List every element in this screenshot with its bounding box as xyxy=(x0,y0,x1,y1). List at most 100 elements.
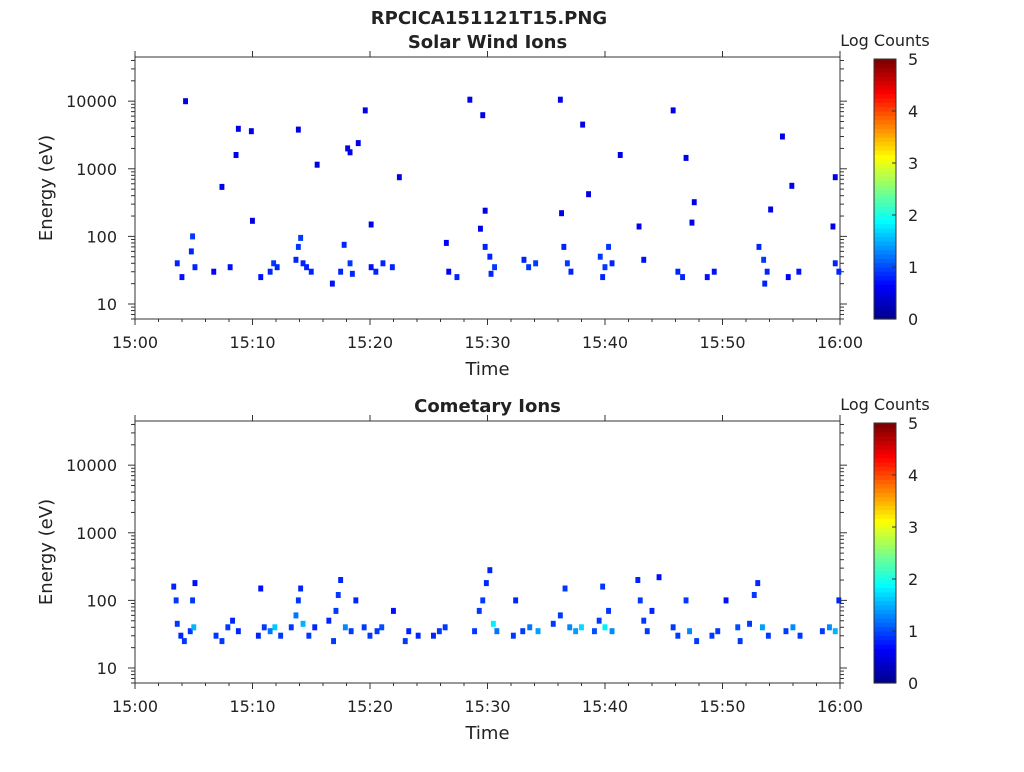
colorbar-segment xyxy=(874,570,896,576)
colorbar-segment xyxy=(874,228,896,233)
colorbar-segment xyxy=(874,661,896,667)
colorbar-segment xyxy=(874,592,896,597)
data-cell xyxy=(261,624,267,631)
data-cell xyxy=(836,597,842,604)
data-cell xyxy=(675,632,681,639)
data-cell xyxy=(288,624,294,631)
data-cell xyxy=(483,580,489,587)
data-cell xyxy=(480,597,486,604)
colorbar-segment xyxy=(874,76,896,82)
data-cell xyxy=(761,256,767,263)
x-tick-label: 15:00 xyxy=(112,697,158,716)
data-cell xyxy=(379,624,385,631)
data-cell xyxy=(188,248,194,255)
colorbar-segment xyxy=(874,106,896,112)
colorbar-segment xyxy=(874,561,896,567)
data-cell xyxy=(443,239,449,246)
colorbar-segment xyxy=(874,245,896,251)
data-cell xyxy=(173,597,179,604)
colorbar-segment xyxy=(874,145,896,151)
data-cell xyxy=(312,624,318,631)
colorbar-segment xyxy=(874,154,896,160)
colorbar-segment xyxy=(874,449,896,454)
panel-title: Cometary Ions xyxy=(414,396,561,417)
x-tick-label: 15:40 xyxy=(582,697,628,716)
data-cell xyxy=(478,225,483,232)
data-cell xyxy=(368,221,374,228)
data-cell xyxy=(272,624,278,631)
colorbar-segment xyxy=(874,236,896,242)
data-cell xyxy=(225,624,231,631)
data-cell xyxy=(709,632,715,639)
colorbar-segment xyxy=(874,314,896,320)
data-cell xyxy=(304,264,309,271)
data-cell xyxy=(338,268,344,275)
data-cell xyxy=(586,191,591,198)
colorbar-segment xyxy=(874,457,896,463)
colorbar-label: Log Counts xyxy=(840,395,930,414)
data-cell xyxy=(472,628,477,635)
colorbar-segment xyxy=(874,184,896,190)
data-cell xyxy=(480,112,486,119)
data-cell xyxy=(819,628,825,635)
colorbar-segment xyxy=(874,284,896,290)
data-cell xyxy=(790,624,796,631)
data-cell xyxy=(557,96,563,103)
data-cell xyxy=(783,628,789,635)
colorbar-segment xyxy=(874,59,896,64)
data-cell xyxy=(191,624,197,631)
colorbar-tick-label: 1 xyxy=(908,622,918,641)
x-tick-label: 16:00 xyxy=(817,333,863,352)
data-cell xyxy=(295,597,301,604)
colorbar-segment xyxy=(874,301,896,307)
colorbar-segment xyxy=(874,89,896,95)
data-cell xyxy=(487,253,493,260)
data-cell xyxy=(735,624,741,631)
data-cell xyxy=(691,199,697,206)
y-tick-label: 10000 xyxy=(66,456,117,475)
data-cell xyxy=(600,274,606,281)
colorbar-segment xyxy=(874,288,896,294)
data-cell xyxy=(308,268,314,275)
data-cell xyxy=(190,597,195,604)
colorbar-segment xyxy=(874,514,896,519)
colorbar-segment xyxy=(874,63,896,69)
colorbar-segment xyxy=(874,574,896,580)
data-cell xyxy=(715,628,721,635)
data-cell xyxy=(233,152,239,158)
colorbar-segment xyxy=(874,163,896,168)
data-cell xyxy=(293,256,299,263)
x-tick-label: 15:20 xyxy=(347,333,393,352)
colorbar-segment xyxy=(874,596,896,602)
data-cell xyxy=(768,206,774,213)
data-cell xyxy=(521,256,527,263)
y-tick-label: 100 xyxy=(86,227,117,246)
colorbar-segment xyxy=(874,180,896,186)
x-tick-label: 15:30 xyxy=(464,697,510,716)
data-cell xyxy=(415,632,421,639)
colorbar-segment xyxy=(874,505,896,511)
colorbar-segment xyxy=(874,306,896,311)
data-cell xyxy=(355,140,361,147)
data-cell xyxy=(345,145,351,152)
x-tick-label: 16:00 xyxy=(817,697,863,716)
colorbar-segment xyxy=(874,466,896,472)
colorbar-segment xyxy=(874,267,896,272)
data-cell xyxy=(181,638,187,645)
data-cell xyxy=(446,268,452,275)
data-cell xyxy=(597,253,603,260)
colorbar-tick-label: 1 xyxy=(908,258,918,277)
colorbar-segment xyxy=(874,72,896,77)
colorbar-segment xyxy=(874,98,896,103)
data-cell xyxy=(747,620,752,627)
data-cell xyxy=(573,628,579,635)
data-cell xyxy=(467,96,473,103)
colorbar-segment xyxy=(874,262,896,268)
y-tick-label: 1000 xyxy=(76,524,117,543)
data-cell xyxy=(187,628,193,635)
data-cell xyxy=(274,264,280,271)
data-cell xyxy=(670,107,676,114)
data-cell xyxy=(670,624,676,631)
x-tick-label: 15:20 xyxy=(347,697,393,716)
